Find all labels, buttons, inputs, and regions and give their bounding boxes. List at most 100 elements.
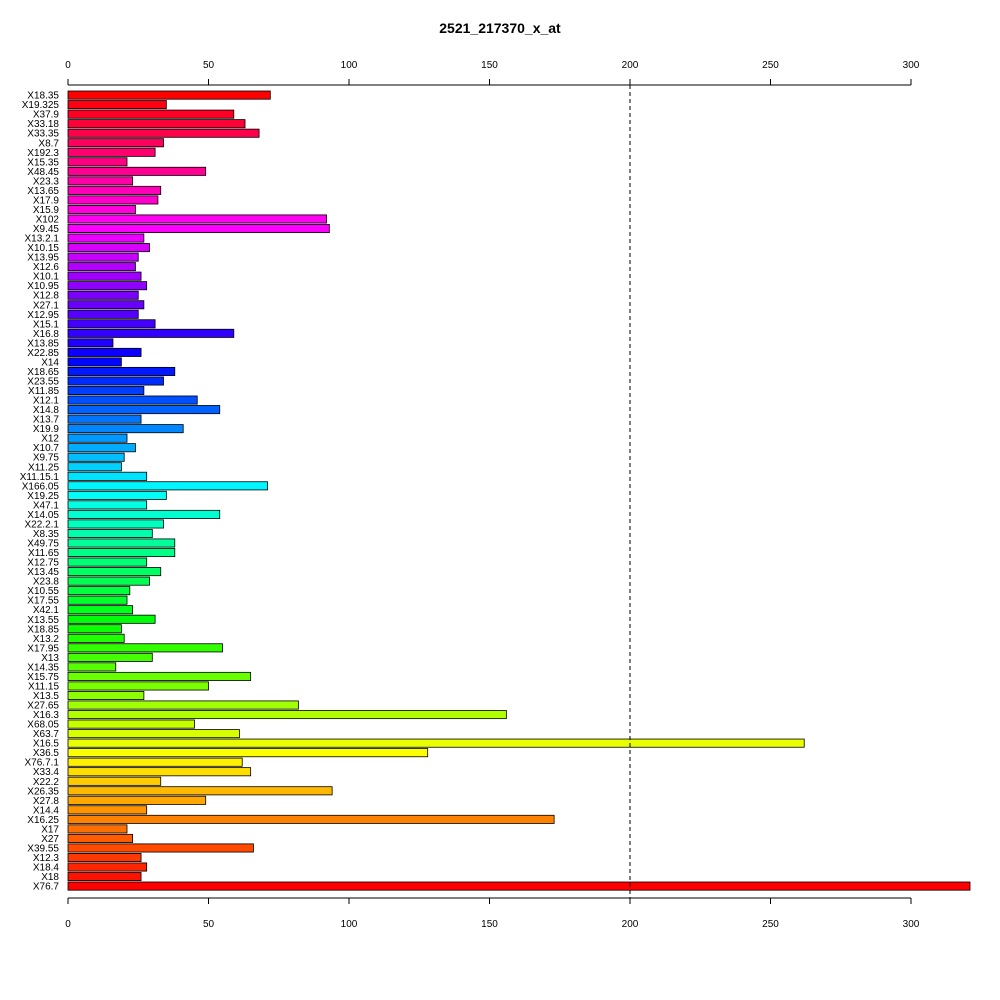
bar <box>67 567 162 577</box>
category-label: X8.7 <box>38 138 59 149</box>
category-label: X8.35 <box>33 529 60 540</box>
category-label: X13.65 <box>27 186 59 197</box>
bar <box>67 309 139 319</box>
category-label: X13.85 <box>27 338 59 349</box>
bar <box>67 719 195 729</box>
x-tick-label: 100 <box>341 919 358 930</box>
bar <box>67 243 150 253</box>
category-label: X17.9 <box>33 195 60 206</box>
category-label: X12.3 <box>33 853 60 864</box>
bar <box>67 357 122 367</box>
bar <box>67 195 159 205</box>
bar <box>67 452 125 462</box>
bar <box>67 824 128 834</box>
bar <box>67 185 162 195</box>
bar <box>67 633 125 643</box>
bar <box>67 643 223 653</box>
bar <box>67 214 327 224</box>
category-label: X11.15 <box>28 681 59 692</box>
category-label: X166.05 <box>22 481 60 492</box>
bar <box>67 652 153 662</box>
bar <box>67 757 243 767</box>
category-label: X14.05 <box>27 510 59 521</box>
bar <box>67 433 128 443</box>
bar <box>67 738 805 748</box>
bar <box>67 376 164 386</box>
category-label: X11.15.1 <box>20 472 60 483</box>
bar <box>67 109 235 119</box>
category-label: X63.7 <box>33 729 60 740</box>
category-label: X10.1 <box>33 272 60 283</box>
category-label: X76.7.1 <box>25 758 60 769</box>
bar <box>67 347 142 357</box>
category-label: X48.45 <box>27 167 59 178</box>
category-label: X15.75 <box>27 672 59 683</box>
bar <box>67 386 145 396</box>
category-label: X42.1 <box>33 605 60 616</box>
category-label: X19.325 <box>22 100 60 111</box>
x-tick-label: 50 <box>203 919 215 930</box>
category-label: X192.3 <box>27 148 59 159</box>
bar <box>67 233 145 243</box>
bar <box>67 509 221 519</box>
bar <box>67 862 148 872</box>
bar <box>67 366 176 376</box>
category-label: X15.1 <box>33 319 60 330</box>
bar <box>67 462 122 472</box>
bar <box>67 671 252 681</box>
category-label: X16.5 <box>33 739 60 750</box>
bar <box>67 624 122 634</box>
category-label: X16.8 <box>33 329 60 340</box>
category-label: X12.1 <box>33 396 60 407</box>
bar <box>67 224 330 234</box>
bar <box>67 405 221 415</box>
bar <box>67 443 136 453</box>
category-label: X16.25 <box>27 815 59 826</box>
bar <box>67 147 156 157</box>
bar <box>67 481 268 491</box>
category-label: X19.9 <box>33 424 60 435</box>
category-label: X15.9 <box>33 205 60 216</box>
x-tick-label: 0 <box>65 919 71 930</box>
category-label: X47.1 <box>33 500 60 511</box>
category-label: X13.55 <box>27 615 59 626</box>
category-label: X9.75 <box>33 453 60 464</box>
category-label: X10.7 <box>33 443 60 454</box>
bar <box>67 100 167 110</box>
category-label: X13.2 <box>33 634 60 645</box>
bar <box>67 119 246 129</box>
category-label: X12 <box>41 434 59 445</box>
category-label: X26.35 <box>27 786 59 797</box>
bar <box>67 204 136 214</box>
category-label: X13.7 <box>33 415 60 426</box>
x-tick-label: 300 <box>903 60 920 71</box>
x-tick-label: 0 <box>65 60 71 71</box>
bar <box>67 614 156 624</box>
category-label: X17.55 <box>27 596 59 607</box>
category-label: X19.25 <box>27 491 59 502</box>
x-tick-label: 200 <box>622 919 639 930</box>
category-label: X102 <box>36 214 60 225</box>
bar <box>67 262 136 272</box>
category-label: X18.35 <box>27 91 59 102</box>
category-label: X37.9 <box>33 110 60 121</box>
bar <box>67 729 240 739</box>
bar <box>67 424 184 434</box>
category-label: X13 <box>41 653 59 664</box>
category-label: X13.95 <box>27 253 59 264</box>
bar <box>67 662 117 672</box>
bar <box>67 805 148 815</box>
x-tick-label: 250 <box>762 919 779 930</box>
category-label: X27.65 <box>27 701 59 712</box>
category-label: X49.75 <box>27 539 59 550</box>
category-label: X10.55 <box>27 586 59 597</box>
bar <box>67 471 148 481</box>
bar <box>67 290 139 300</box>
bar <box>67 157 128 167</box>
x-tick-label: 300 <box>903 919 920 930</box>
category-label: X33.18 <box>27 119 59 130</box>
bar <box>67 138 164 148</box>
category-label: X9.45 <box>33 224 60 235</box>
bar <box>67 786 333 796</box>
